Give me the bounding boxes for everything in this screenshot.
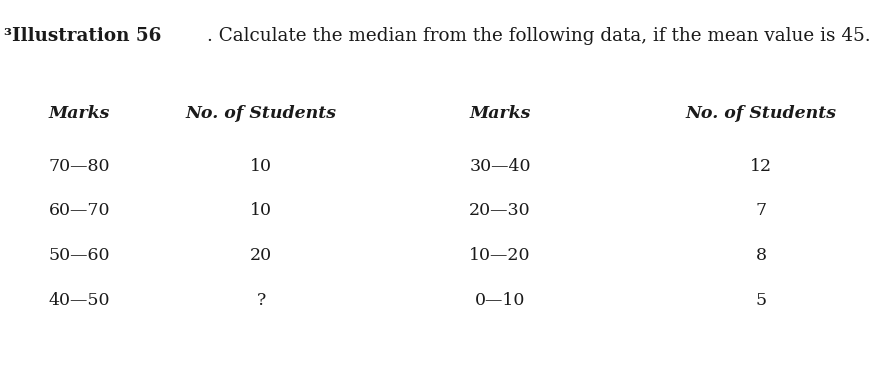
Text: 50—60: 50—60 [49, 247, 111, 264]
Text: 10: 10 [250, 202, 272, 219]
Text: 5: 5 [756, 292, 766, 309]
Text: 20—30: 20—30 [469, 202, 531, 219]
Text: 0—10: 0—10 [475, 292, 525, 309]
Text: 12: 12 [750, 158, 772, 175]
Text: No. of Students: No. of Students [686, 105, 836, 122]
Text: ³Illustration 56: ³Illustration 56 [4, 27, 162, 45]
Text: 30—40: 30—40 [469, 158, 531, 175]
Text: 10: 10 [250, 158, 272, 175]
Text: 40—50: 40—50 [49, 292, 111, 309]
Text: 70—80: 70—80 [49, 158, 111, 175]
Text: Marks: Marks [469, 105, 531, 122]
Text: . Calculate the median from the following data, if the mean value is 45.: . Calculate the median from the followin… [207, 27, 871, 45]
Text: 8: 8 [756, 247, 766, 264]
Text: 7: 7 [756, 202, 766, 219]
Text: 10—20: 10—20 [469, 247, 531, 264]
Text: 20: 20 [250, 247, 273, 264]
Text: No. of Students: No. of Students [186, 105, 336, 122]
Text: 60—70: 60—70 [49, 202, 111, 219]
Text: Marks: Marks [49, 105, 111, 122]
Text: ?: ? [257, 292, 266, 309]
